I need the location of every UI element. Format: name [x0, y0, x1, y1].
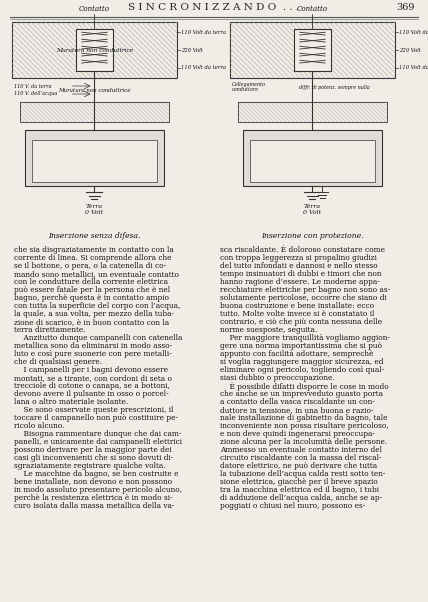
Text: S I N C R O N I Z Z A N D O  . . .: S I N C R O N I Z Z A N D O . . .	[128, 3, 300, 12]
Text: Se sono osservate queste prescrizioni, il: Se sono osservate queste prescrizioni, i…	[14, 406, 173, 414]
Bar	[32, 140, 157, 182]
Bar	[25, 130, 164, 186]
Text: eliminare ogni pericolo, togliendo così qual-: eliminare ogni pericolo, togliendo così …	[220, 366, 384, 374]
Text: di adduzione dell’acqua calda, anche se ap-: di adduzione dell’acqua calda, anche se …	[220, 494, 382, 502]
Text: che di qualsiasi genere.: che di qualsiasi genere.	[14, 358, 102, 366]
Text: Contatto: Contatto	[297, 5, 328, 13]
Text: in modo assoluto presentare pericolo alcuno,: in modo assoluto presentare pericolo alc…	[14, 486, 182, 494]
Text: Muratura non conduttrice: Muratura non conduttrice	[58, 87, 131, 93]
Text: che anche se un imprevveduto guasto porta: che anche se un imprevveduto guasto port…	[220, 390, 383, 398]
Text: devono avere il pulsante in osso o porcel-: devono avere il pulsante in osso o porce…	[14, 390, 169, 398]
Text: trecciole di cotone o canapa, se a bottoni,: trecciole di cotone o canapa, se a botto…	[14, 382, 170, 390]
Text: 220 Volt: 220 Volt	[181, 48, 203, 52]
Text: 0 Volt: 0 Volt	[303, 210, 321, 215]
Text: mando sono metallici, un eventuale contatto: mando sono metallici, un eventuale conta…	[14, 270, 179, 278]
Text: appunto con facilità adottare, semprechè: appunto con facilità adottare, semprechè	[220, 350, 373, 358]
Text: Inserzione senza difesa.: Inserzione senza difesa.	[48, 232, 141, 240]
Text: poggiati o chiusi nel muro, possono es-: poggiati o chiusi nel muro, possono es-	[220, 502, 365, 510]
Text: con le condutture della corrente elettrica: con le condutture della corrente elettri…	[14, 278, 168, 286]
Text: lana o altro materiale isolante.: lana o altro materiale isolante.	[14, 398, 128, 406]
Text: Ammesso un eventuale contatto interno del: Ammesso un eventuale contatto interno de…	[220, 446, 382, 454]
Text: Collegamento
conduttore: Collegamento conduttore	[232, 82, 266, 92]
Bar	[76, 29, 113, 70]
Text: toccare il campanello non può costituire pe-: toccare il campanello non può costituire…	[14, 414, 178, 422]
Bar	[238, 102, 387, 122]
Text: 110 Volt da terra: 110 Volt da terra	[181, 66, 226, 70]
Text: Terra: Terra	[86, 204, 103, 209]
Text: datore elettrico, ne può derivare che tutta: datore elettrico, ne può derivare che tu…	[220, 462, 377, 470]
Text: hanno ragione d’essere. Le moderne appa-: hanno ragione d’essere. Le moderne appa-	[220, 278, 380, 286]
Text: tutto. Molte volte invece si è constatato il: tutto. Molte volte invece si è constatat…	[220, 310, 374, 318]
Text: e non deve quindi ingenerarsi preoccupa-: e non deve quindi ingenerarsi preoccupa-	[220, 430, 375, 438]
Text: che sia disgraziatamente in contatto con la: che sia disgraziatamente in contatto con…	[14, 246, 174, 254]
Text: Le macchine da bagno, se ben costruite e: Le macchine da bagno, se ben costruite e	[14, 470, 178, 478]
Text: inconveniente non possa risultare pericoloso,: inconveniente non possa risultare perico…	[220, 422, 389, 430]
Text: 0 Volt: 0 Volt	[86, 210, 104, 215]
Text: si voglia raggiungere maggior sicurezza, ed: si voglia raggiungere maggior sicurezza,…	[220, 358, 383, 366]
Text: recchiature elettriche per bagno non sono as-: recchiature elettriche per bagno non son…	[220, 286, 390, 294]
Text: Inserzione con protezione.: Inserzione con protezione.	[261, 232, 364, 240]
Text: metallica sono da eliminarsi in modo asso-: metallica sono da eliminarsi in modo ass…	[14, 342, 172, 350]
Text: montati, se a tirante, con cordoni di seta o: montati, se a tirante, con cordoni di se…	[14, 374, 172, 382]
Text: Bisogna rammentare dunque che dai cam-: Bisogna rammentare dunque che dai cam-	[14, 430, 181, 438]
Text: la quale, a sua volta, per mezzo della tuba-: la quale, a sua volta, per mezzo della t…	[14, 310, 174, 318]
Text: tempo insinuatori di dubbi e timori che non: tempo insinuatori di dubbi e timori che …	[220, 270, 381, 278]
Text: Anzitutto dunque campanelli con catenella: Anzitutto dunque campanelli con catenell…	[14, 334, 182, 342]
Bar	[12, 22, 177, 78]
Text: 110 Volt da terra: 110 Volt da terra	[399, 66, 428, 70]
Text: Per maggiore tranquillità vogliamo aggion-: Per maggiore tranquillità vogliamo aggio…	[220, 334, 390, 342]
Text: duttore in tensione, in una buona e razio-: duttore in tensione, in una buona e razi…	[220, 406, 374, 414]
Text: può essere fatale per la persona che è nel: può essere fatale per la persona che è n…	[14, 286, 170, 294]
Text: a contatto della vasca riscaldante un con-: a contatto della vasca riscaldante un co…	[220, 398, 375, 406]
Text: sgraziatamente registrare qualche volta.: sgraziatamente registrare qualche volta.	[14, 462, 166, 470]
Text: del tutto infondati e dannosi e nello stesso: del tutto infondati e dannosi e nello st…	[220, 262, 377, 270]
Text: zione di scarico, è in buon contatto con la: zione di scarico, è in buon contatto con…	[14, 318, 169, 326]
Text: È possibile difatti disporre le cose in modo: È possibile difatti disporre le cose in …	[220, 382, 389, 391]
Bar	[294, 29, 331, 70]
Text: Terra: Terra	[304, 204, 321, 209]
Bar	[250, 140, 375, 182]
Text: curo isolata dalla massa metallica della va-: curo isolata dalla massa metallica della…	[14, 502, 174, 510]
Text: 220 Volt: 220 Volt	[399, 48, 421, 52]
Text: terra direttamente.: terra direttamente.	[14, 326, 86, 334]
Text: circuito riscaldante con la massa del riscal-: circuito riscaldante con la massa del ri…	[220, 454, 381, 462]
Text: corrente di linea. Si comprende allora che: corrente di linea. Si comprende allora c…	[14, 254, 172, 262]
Text: diffr. di potenz. sempre nulla: diffr. di potenz. sempre nulla	[299, 84, 370, 90]
Text: 110 Volt da terra: 110 Volt da terra	[399, 29, 428, 34]
Text: gere una norma importantissima che si può: gere una norma importantissima che si pu…	[220, 342, 382, 350]
Text: perchè la resistenza elettrica è in modo si-: perchè la resistenza elettrica è in modo…	[14, 494, 172, 502]
Text: I campanelli per i bagni devono essere: I campanelli per i bagni devono essere	[14, 366, 168, 374]
Text: tra la macchina elettrica ed il bagno, i tubi: tra la macchina elettrica ed il bagno, i…	[220, 486, 379, 494]
Text: bene installate, non devono e non possono: bene installate, non devono e non posson…	[14, 478, 172, 486]
Text: bagno, perchè questa è in contatto ampio: bagno, perchè questa è in contatto ampio	[14, 294, 169, 302]
Text: sione elettrica, giacchè per il breve spazio: sione elettrica, giacchè per il breve sp…	[220, 478, 378, 486]
Bar	[243, 130, 382, 186]
Text: contrario, e ciò che più conta nessuna delle: contrario, e ciò che più conta nessuna d…	[220, 318, 382, 326]
Text: norme suesposte, seguita.: norme suesposte, seguita.	[220, 326, 317, 334]
Text: panelli, e unicamente dai campanelli elettrici: panelli, e unicamente dai campanelli ele…	[14, 438, 182, 446]
Text: 369: 369	[396, 3, 415, 12]
Text: 110 V. da terra: 110 V. da terra	[14, 84, 52, 88]
Text: buona costruzione e bene installate: ecco: buona costruzione e bene installate: ecc…	[220, 302, 374, 310]
Text: solutamente pericolose, occorre che siano di: solutamente pericolose, occorre che sian…	[220, 294, 387, 302]
Text: la tubazione dell’acqua calda resti sotto ten-: la tubazione dell’acqua calda resti sott…	[220, 470, 385, 478]
Text: ricolo alcuno.: ricolo alcuno.	[14, 422, 65, 430]
Text: 110 V. dell’acqua: 110 V. dell’acqua	[14, 92, 57, 96]
Bar	[230, 22, 395, 78]
Text: Contatto: Contatto	[79, 5, 110, 13]
Text: sca riscaldante. È doloroso constatare come: sca riscaldante. È doloroso constatare c…	[220, 246, 385, 254]
Text: siasi dubbio o preoccupazione.: siasi dubbio o preoccupazione.	[220, 374, 335, 382]
Text: con troppa leggerezza si propalino giudizi: con troppa leggerezza si propalino giudi…	[220, 254, 377, 262]
Text: casi gli inconvenienti che si sono dovuti di-: casi gli inconvenienti che si sono dovut…	[14, 454, 173, 462]
Text: nale installazione di gabinetto da bagno, tale: nale installazione di gabinetto da bagno…	[220, 414, 387, 422]
Text: possono derivare per la maggior parte dei: possono derivare per la maggior parte de…	[14, 446, 172, 454]
Text: se il bottone, o pera, o la catenella di co-: se il bottone, o pera, o la catenella di…	[14, 262, 166, 270]
Text: zione alcuna per la incolumità delle persone.: zione alcuna per la incolumità delle per…	[220, 438, 387, 446]
Text: Muratura non conduttrice: Muratura non conduttrice	[56, 48, 133, 52]
Text: 110 Volt da terra: 110 Volt da terra	[181, 29, 226, 34]
Text: luto e così pure suonerie con pere metalli-: luto e così pure suonerie con pere metal…	[14, 350, 172, 358]
Text: con tutta la superficie del corpo con l’acqua,: con tutta la superficie del corpo con l’…	[14, 302, 180, 310]
Bar	[20, 102, 169, 122]
